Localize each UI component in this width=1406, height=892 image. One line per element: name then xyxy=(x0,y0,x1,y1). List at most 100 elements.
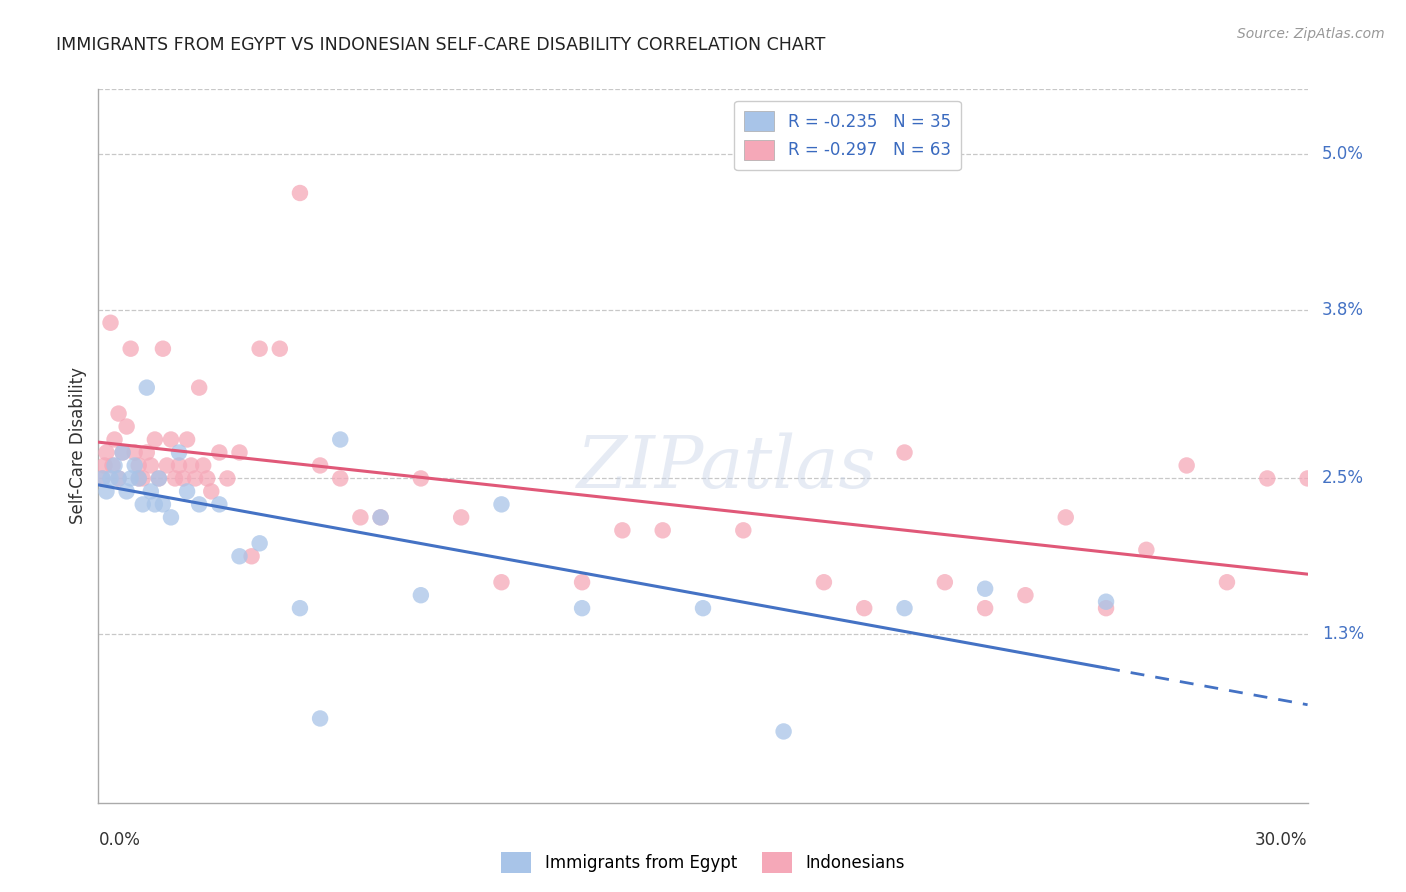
Text: Source: ZipAtlas.com: Source: ZipAtlas.com xyxy=(1237,27,1385,41)
Point xyxy=(120,342,142,356)
Point xyxy=(115,419,138,434)
Point xyxy=(228,445,250,459)
Point xyxy=(103,458,125,473)
Point xyxy=(974,601,997,615)
Point xyxy=(107,471,129,485)
Point xyxy=(249,536,271,550)
Point xyxy=(184,471,207,485)
Point xyxy=(288,601,311,615)
Point xyxy=(450,510,472,524)
Point xyxy=(1014,588,1036,602)
Point xyxy=(100,471,122,485)
Text: 2.5%: 2.5% xyxy=(1322,469,1364,487)
Point xyxy=(100,316,122,330)
Point xyxy=(1054,510,1077,524)
Point xyxy=(143,433,166,447)
Point xyxy=(91,471,114,485)
Point xyxy=(370,510,392,524)
Point xyxy=(309,711,332,725)
Point xyxy=(135,445,157,459)
Point xyxy=(193,458,215,473)
Point xyxy=(103,433,125,447)
Point xyxy=(107,471,129,485)
Point xyxy=(571,601,593,615)
Point xyxy=(176,433,198,447)
Point xyxy=(974,582,997,596)
Point xyxy=(370,510,392,524)
Point xyxy=(128,471,150,485)
Point xyxy=(249,342,271,356)
Point xyxy=(132,497,155,511)
Point xyxy=(772,724,794,739)
Point xyxy=(349,510,371,524)
Point xyxy=(156,458,179,473)
Point xyxy=(160,510,183,524)
Point xyxy=(148,471,170,485)
Point xyxy=(91,471,114,485)
Point xyxy=(329,433,352,447)
Point xyxy=(163,471,186,485)
Point xyxy=(934,575,956,590)
Point xyxy=(1095,595,1118,609)
Point xyxy=(853,601,876,615)
Point xyxy=(195,471,218,485)
Point xyxy=(111,445,134,459)
Text: 30.0%: 30.0% xyxy=(1256,831,1308,849)
Text: ZIPatlas: ZIPatlas xyxy=(578,432,877,503)
Point xyxy=(111,445,134,459)
Point xyxy=(107,407,129,421)
Point xyxy=(208,497,231,511)
Point xyxy=(143,497,166,511)
Legend: Immigrants from Egypt, Indonesians: Immigrants from Egypt, Indonesians xyxy=(495,846,911,880)
Point xyxy=(200,484,222,499)
Point xyxy=(813,575,835,590)
Point xyxy=(96,445,118,459)
Text: 0.0%: 0.0% xyxy=(98,831,141,849)
Point xyxy=(180,458,202,473)
Point xyxy=(329,471,352,485)
Point xyxy=(135,381,157,395)
Point xyxy=(139,484,162,499)
Legend: R = -0.235   N = 35, R = -0.297   N = 63: R = -0.235 N = 35, R = -0.297 N = 63 xyxy=(734,101,960,170)
Point xyxy=(188,497,211,511)
Point xyxy=(409,471,432,485)
Point xyxy=(167,445,190,459)
Point xyxy=(217,471,239,485)
Point xyxy=(101,458,124,473)
Point xyxy=(176,484,198,499)
Point xyxy=(1175,458,1198,473)
Point xyxy=(148,471,170,485)
Point xyxy=(228,549,250,564)
Point xyxy=(491,497,513,511)
Point xyxy=(172,471,194,485)
Point xyxy=(1216,575,1239,590)
Point xyxy=(124,445,146,459)
Point xyxy=(692,601,714,615)
Point xyxy=(893,601,915,615)
Point xyxy=(93,458,115,473)
Point xyxy=(491,575,513,590)
Point xyxy=(288,186,311,200)
Point xyxy=(120,471,142,485)
Point xyxy=(115,484,138,499)
Point xyxy=(893,445,915,459)
Point xyxy=(240,549,263,564)
Point xyxy=(188,381,211,395)
Point xyxy=(1135,542,1157,557)
Point xyxy=(132,471,155,485)
Point xyxy=(1296,471,1319,485)
Point xyxy=(139,458,162,473)
Point xyxy=(733,524,755,538)
Text: 3.8%: 3.8% xyxy=(1322,301,1364,318)
Point xyxy=(128,471,150,485)
Point xyxy=(409,588,432,602)
Text: 5.0%: 5.0% xyxy=(1322,145,1364,163)
Point xyxy=(1095,601,1118,615)
Text: 1.3%: 1.3% xyxy=(1322,625,1364,643)
Point xyxy=(571,575,593,590)
Point xyxy=(269,342,291,356)
Point xyxy=(651,524,673,538)
Point xyxy=(128,458,150,473)
Y-axis label: Self-Care Disability: Self-Care Disability xyxy=(69,368,87,524)
Point xyxy=(309,458,332,473)
